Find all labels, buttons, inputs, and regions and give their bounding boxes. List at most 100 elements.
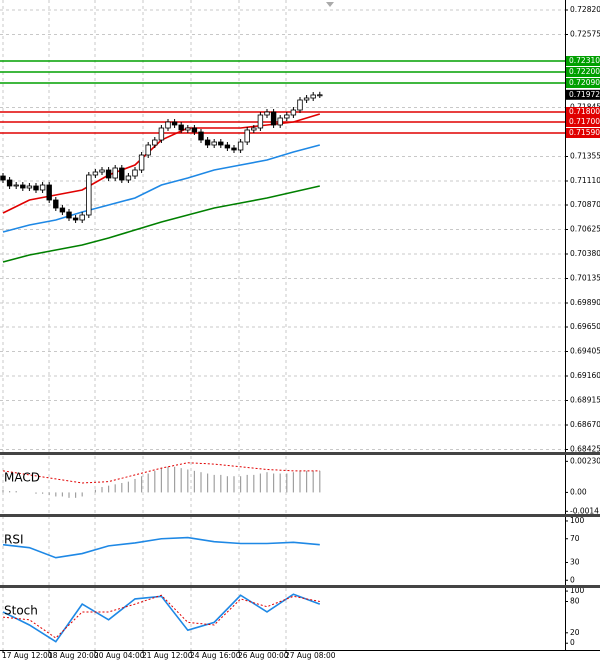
indicator-title: Stoch <box>4 604 38 618</box>
y-tick-label: -0.0014 <box>570 506 599 515</box>
candle-body <box>112 167 118 179</box>
y-tick-label: 0.72575 <box>570 30 600 39</box>
level-label: 0.71590 <box>569 128 600 137</box>
y-tick-label: 0.70380 <box>570 249 600 258</box>
indicator-title: RSI <box>4 533 24 547</box>
candle-body <box>138 154 145 171</box>
indicator-line <box>2 462 320 484</box>
indicator-title: MACD <box>4 471 40 485</box>
candle-body <box>251 127 257 131</box>
y-tick-label: 30 <box>570 557 580 566</box>
x-tick-label: 24 Aug 16:00 <box>190 651 241 660</box>
y-tick-label: 20 <box>570 628 580 637</box>
candle-body <box>6 179 13 187</box>
y-tick-label: 70 <box>570 534 580 543</box>
y-tick-label: 0.71355 <box>570 152 600 161</box>
candle-body <box>171 121 178 126</box>
y-tick-label: 0.68915 <box>570 396 600 405</box>
current-price-tag <box>566 89 600 100</box>
level-tag <box>566 56 600 66</box>
candle-body <box>191 127 198 133</box>
x-tick-label: 17 Aug 12:00 <box>2 651 53 660</box>
candle-body <box>218 141 224 146</box>
y-tick-label: 80 <box>570 597 580 606</box>
candle-body <box>284 114 290 119</box>
level-label: 0.72200 <box>569 67 600 76</box>
level-tag <box>566 107 600 117</box>
x-tick-label: 18 Aug 20:00 <box>48 651 99 660</box>
x-tick-label: 21 Aug 12:00 <box>142 651 193 660</box>
candle-body <box>125 175 132 181</box>
candle-body <box>257 114 264 129</box>
y-tick-label: 0.69405 <box>570 347 600 356</box>
candle-body <box>99 169 105 173</box>
candle-body <box>13 184 19 187</box>
candle-body <box>297 99 303 111</box>
candle-body <box>86 174 92 216</box>
indicator-line <box>2 185 320 263</box>
candle-body <box>277 117 283 126</box>
x-tick-label: 26 Aug 00:00 <box>238 651 289 660</box>
candle-body <box>317 94 323 97</box>
candle-body <box>145 144 151 156</box>
candle-body <box>66 211 72 219</box>
indicator-line <box>2 536 320 559</box>
candle-body <box>39 184 46 191</box>
current-price-label: 0.71972 <box>569 90 600 99</box>
candle-body <box>231 147 237 151</box>
y-tick-label: 0.69890 <box>570 298 600 307</box>
panel-separator <box>0 452 600 455</box>
y-tick-label: 0.70625 <box>570 225 600 234</box>
y-tick-label: 100 <box>570 586 585 595</box>
y-tick-label: 0.69650 <box>570 322 600 331</box>
level-tag <box>566 78 600 88</box>
y-tick-label: 100 <box>570 516 585 525</box>
level-label: 0.71700 <box>569 117 600 126</box>
candle-body <box>0 175 6 181</box>
candle-body <box>105 169 112 179</box>
candle-body <box>310 94 316 99</box>
candle-body <box>303 97 310 101</box>
y-tick-label: 0.71110 <box>570 176 600 185</box>
level-label: 0.72090 <box>569 78 600 87</box>
candle-body <box>26 185 33 189</box>
candle-body <box>264 111 270 116</box>
candle-body <box>72 217 79 221</box>
candle-body <box>185 127 191 131</box>
candle-body <box>178 124 184 131</box>
y-tick-label: 0 <box>570 575 575 584</box>
y-tick-label: 0.70135 <box>570 274 600 283</box>
candle-body <box>224 144 231 149</box>
y-tick-label: 0.68670 <box>570 420 600 429</box>
candle-body <box>53 199 59 209</box>
candle-body <box>237 141 244 151</box>
candle-body <box>290 109 297 116</box>
panel-separator <box>0 514 600 517</box>
candle-body <box>59 207 66 213</box>
panel-separator <box>0 585 600 588</box>
x-tick-label: 27 Aug 08:00 <box>285 651 336 660</box>
candle-body <box>20 184 26 189</box>
candle-body <box>152 139 158 146</box>
candle-body <box>33 185 39 191</box>
candle-body <box>119 167 125 181</box>
indicator-line <box>2 593 321 643</box>
y-tick-label: 0.002304 <box>570 456 600 465</box>
level-label: 0.71800 <box>569 107 600 116</box>
level-tag <box>566 117 600 127</box>
candle-body <box>158 127 165 141</box>
level-label: 0.72310 <box>569 56 600 65</box>
y-tick-label: 0.69160 <box>570 371 600 380</box>
candle-body <box>204 139 211 146</box>
candle-body <box>198 131 204 141</box>
candle-body <box>165 121 171 129</box>
y-tick-label: 0 <box>570 638 575 647</box>
candle-body <box>79 214 85 221</box>
x-tick-label: 20 Aug 04:00 <box>94 651 145 660</box>
indicator-line <box>2 594 320 639</box>
level-tag <box>566 67 600 77</box>
candle-body <box>92 171 99 176</box>
candle-body <box>46 184 52 201</box>
candle-body <box>211 141 217 146</box>
